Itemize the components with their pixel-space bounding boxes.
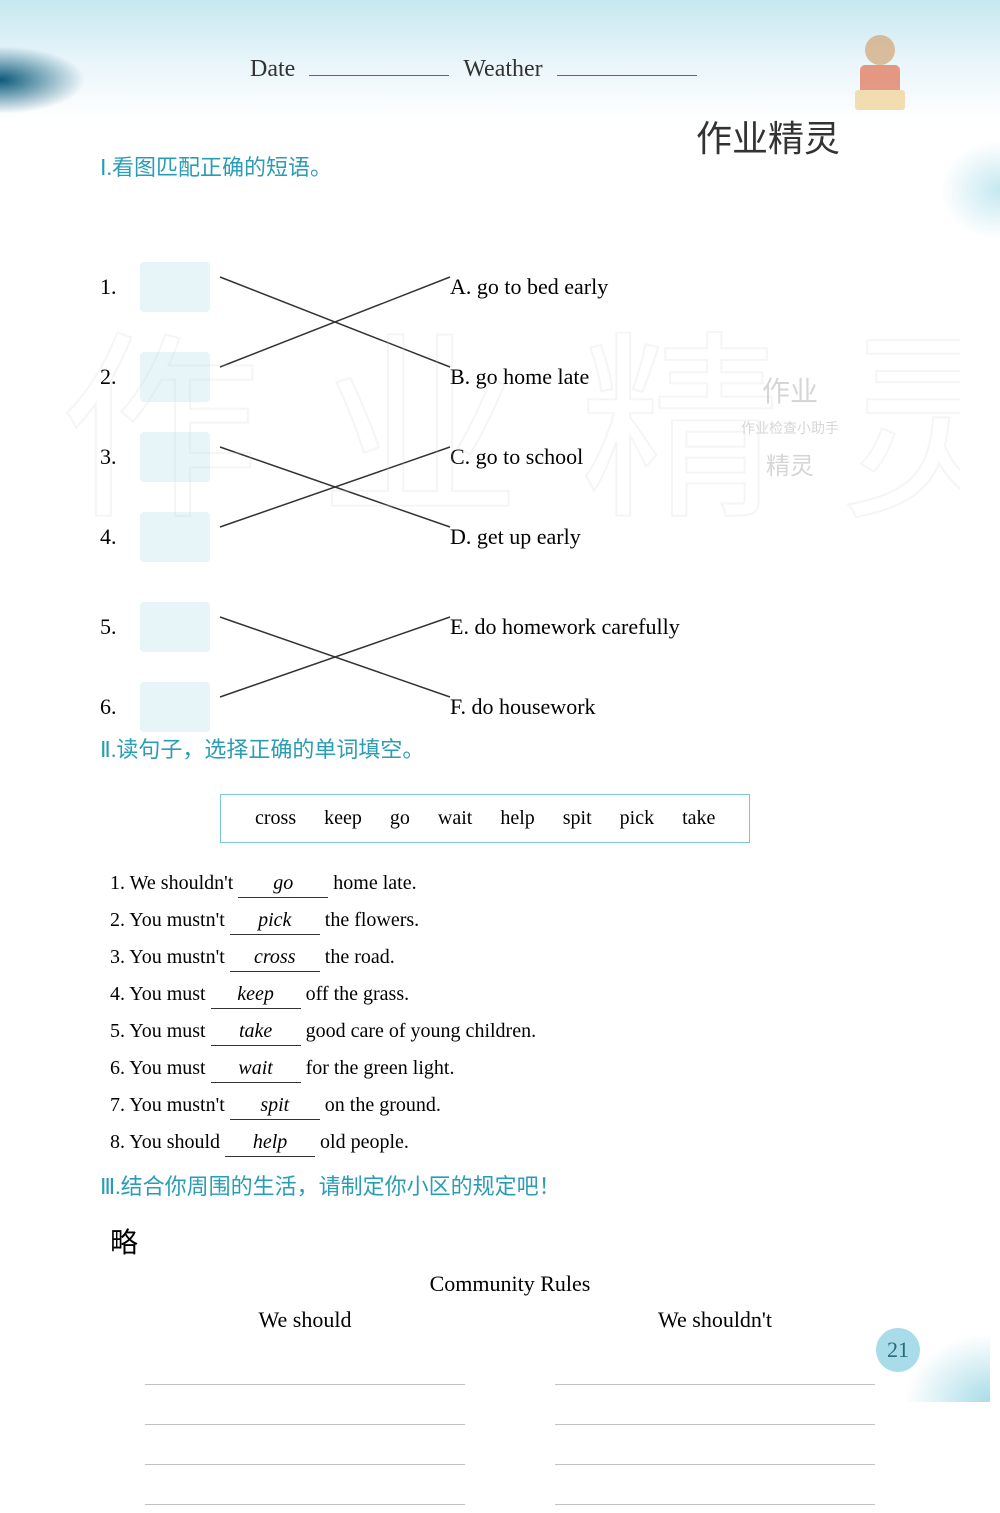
matching-exercise: 1. A. go to bed early 2. B. go home late 3… bbox=[100, 202, 920, 722]
fill-sentence: 2. You mustn't pick the flowers. bbox=[110, 906, 920, 935]
corner-decoration-right bbox=[940, 140, 1000, 240]
rule-line bbox=[555, 1473, 875, 1505]
rule-line bbox=[145, 1393, 465, 1425]
section1-title: Ⅰ.看图匹配正确的短语。 bbox=[100, 150, 920, 182]
word-bank-item: spit bbox=[563, 807, 592, 829]
main-content: Ⅰ.看图匹配正确的短语。 1. A. go to bed early 2. B. … bbox=[100, 150, 920, 1513]
rules-col-should: We should bbox=[145, 1307, 465, 1513]
match-option: E. do homework carefully bbox=[450, 614, 680, 640]
word-bank-item: wait bbox=[438, 807, 472, 829]
rule-line bbox=[145, 1353, 465, 1385]
word-bank-item: go bbox=[390, 807, 410, 829]
fill-sentence: 4. You must keep off the grass. bbox=[110, 980, 920, 1009]
date-label: Date bbox=[250, 56, 295, 83]
match-number: 1. bbox=[100, 274, 130, 300]
weather-label: Weather bbox=[463, 56, 542, 83]
fill-sentence: 5. You must take good care of young chil… bbox=[110, 1017, 920, 1046]
rules-col-shouldnt: We shouldn't bbox=[555, 1307, 875, 1513]
match-picture bbox=[140, 262, 210, 312]
community-rules-title: Community Rules bbox=[100, 1271, 920, 1297]
fill-answer: keep bbox=[211, 980, 301, 1009]
match-picture bbox=[140, 602, 210, 652]
rule-line bbox=[555, 1393, 875, 1425]
fill-sentence: 1. We shouldn't go home late. bbox=[110, 869, 920, 898]
fill-answer: wait bbox=[211, 1054, 301, 1083]
match-option: A. go to bed early bbox=[450, 274, 608, 300]
match-row: 4. D. get up early bbox=[100, 512, 920, 562]
match-picture bbox=[140, 512, 210, 562]
section3-title: Ⅲ.结合你周围的生活，请制定你小区的规定吧！ bbox=[100, 1169, 920, 1201]
date-weather-row: Date Weather bbox=[250, 52, 705, 83]
fill-answer: take bbox=[211, 1017, 301, 1046]
omit-handwriting: 略 bbox=[110, 1221, 920, 1261]
fill-answer: spit bbox=[230, 1091, 320, 1120]
weather-blank bbox=[557, 52, 697, 76]
page-header: Date Weather bbox=[0, 0, 1000, 120]
match-option: C. go to school bbox=[450, 444, 583, 470]
fill-sentence: 6. You must wait for the green light. bbox=[110, 1054, 920, 1083]
col-shouldnt-header: We shouldn't bbox=[555, 1307, 875, 1333]
section3: Ⅲ.结合你周围的生活，请制定你小区的规定吧！ 略 Community Rules… bbox=[100, 1169, 920, 1513]
rule-line bbox=[555, 1433, 875, 1465]
word-bank-item: pick bbox=[620, 807, 654, 829]
word-bank: cross keep go wait help spit pick take bbox=[220, 794, 750, 843]
word-bank-item: keep bbox=[324, 807, 362, 829]
match-number: 6. bbox=[100, 694, 130, 720]
match-picture bbox=[140, 682, 210, 732]
wave-decoration bbox=[0, 40, 100, 120]
match-row: 3. C. go to school bbox=[100, 432, 920, 482]
rules-columns: We should We shouldn't bbox=[100, 1307, 920, 1513]
match-number: 2. bbox=[100, 364, 130, 390]
rule-line bbox=[145, 1433, 465, 1465]
match-number: 4. bbox=[100, 524, 130, 550]
match-row: 6. F. do housework bbox=[100, 682, 920, 732]
word-bank-item: cross bbox=[255, 807, 296, 829]
match-option: D. get up early bbox=[450, 524, 581, 550]
rule-line bbox=[145, 1473, 465, 1505]
col-should-header: We should bbox=[145, 1307, 465, 1333]
date-blank bbox=[309, 52, 449, 76]
match-picture bbox=[140, 432, 210, 482]
match-picture bbox=[140, 352, 210, 402]
fill-sentence: 7. You mustn't spit on the ground. bbox=[110, 1091, 920, 1120]
match-option: F. do housework bbox=[450, 694, 596, 720]
fill-answer: pick bbox=[230, 906, 320, 935]
match-row: 1. A. go to bed early bbox=[100, 262, 920, 312]
match-row: 5. E. do homework carefully bbox=[100, 602, 920, 652]
fill-sentence: 8. You should help old people. bbox=[110, 1128, 920, 1157]
fill-answer: cross bbox=[230, 943, 320, 972]
section2: Ⅱ.读句子，选择正确的单词填空。 cross keep go wait help spit… bbox=[100, 732, 920, 1157]
rule-line bbox=[555, 1353, 875, 1385]
word-bank-item: take bbox=[682, 807, 715, 829]
word-bank-item: help bbox=[500, 807, 534, 829]
match-number: 3. bbox=[100, 444, 130, 470]
match-row: 2. B. go home late bbox=[100, 352, 920, 402]
match-number: 5. bbox=[100, 614, 130, 640]
fill-answer: go bbox=[238, 869, 328, 898]
reader-illustration bbox=[830, 20, 930, 120]
match-option: B. go home late bbox=[450, 364, 589, 390]
fill-sentence: 3. You mustn't cross the road. bbox=[110, 943, 920, 972]
fill-answer: help bbox=[225, 1128, 315, 1157]
section2-title: Ⅱ.读句子，选择正确的单词填空。 bbox=[100, 732, 920, 764]
page-number: 21 bbox=[876, 1328, 920, 1372]
